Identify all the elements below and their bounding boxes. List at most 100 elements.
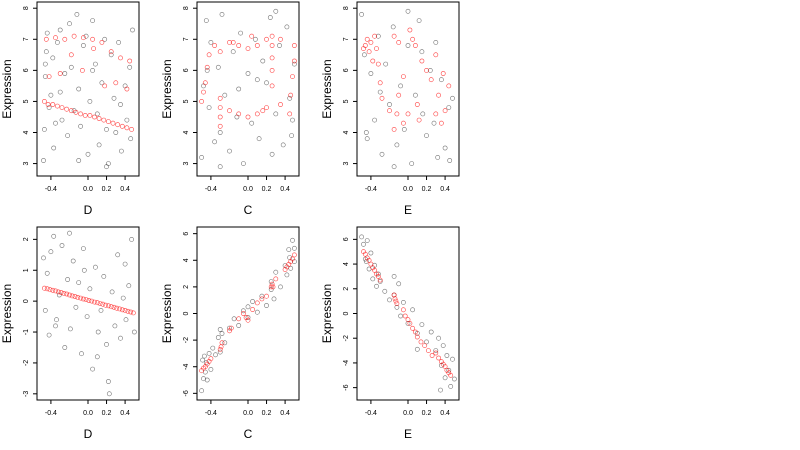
data-point-observed (94, 111, 100, 117)
data-point-observed (217, 349, 223, 355)
data-point-fitted (245, 317, 251, 323)
x-tick-label: 0.2 (262, 186, 272, 193)
data-point-fitted (410, 325, 415, 331)
data-point-observed (106, 379, 111, 384)
data-point-observed (252, 36, 258, 42)
data-point-fitted (89, 298, 95, 304)
data-point-fitted (83, 297, 89, 302)
data-point-observed (236, 86, 242, 92)
data-point-fitted (362, 251, 368, 257)
data-point-observed (68, 64, 74, 70)
data-point-fitted (99, 40, 105, 45)
y-tick-label: 7 (343, 37, 350, 41)
y-tick-label: -2 (343, 335, 350, 341)
data-point-fitted (414, 334, 420, 340)
data-point-fitted (442, 108, 448, 114)
y-tick-label: 6 (343, 237, 350, 241)
data-point-observed (227, 325, 232, 331)
data-point-fitted (370, 58, 376, 64)
data-point-fitted (402, 313, 408, 319)
data-point-fitted (124, 125, 130, 131)
data-point-observed (212, 139, 217, 145)
data-point-observed (450, 95, 455, 101)
data-point-observed (448, 383, 454, 389)
data-point-fitted (96, 116, 102, 121)
x-axis-label: E (404, 427, 412, 441)
data-point-observed (256, 136, 262, 142)
data-point-fitted (78, 295, 83, 301)
data-point-fitted (290, 74, 295, 79)
data-point-fitted (374, 46, 379, 51)
data-point-fitted (230, 40, 236, 45)
data-point-fitted (438, 120, 444, 126)
data-point-observed (419, 49, 425, 55)
data-point-fitted (204, 64, 210, 70)
data-point-observed (206, 105, 212, 110)
data-point-fitted (227, 108, 232, 114)
data-point-observed (124, 117, 130, 123)
data-point-observed (271, 296, 277, 302)
data-point-fitted (86, 298, 92, 303)
data-point-observed (210, 345, 216, 351)
x-tick-label: 0.2 (102, 410, 112, 417)
data-point-fitted (202, 80, 208, 86)
data-point-fitted (81, 296, 86, 302)
series-observed (359, 234, 457, 393)
data-point-fitted (62, 36, 68, 42)
data-point-fitted (46, 74, 52, 79)
data-point-observed (289, 133, 294, 138)
data-point-observed (368, 71, 374, 76)
data-point-observed (245, 304, 251, 310)
data-point-observed (99, 80, 105, 86)
data-point-fitted (43, 36, 49, 42)
data-point-observed (120, 295, 126, 301)
data-point-fitted (59, 105, 65, 110)
data-point-fitted (264, 293, 269, 299)
y-tick-label: 3 (183, 162, 190, 166)
data-point-fitted (217, 49, 223, 55)
data-point-fitted (278, 36, 283, 42)
data-point-observed (291, 61, 297, 67)
data-point-observed (245, 71, 251, 76)
data-point-fitted (429, 353, 435, 358)
data-point-observed (364, 238, 370, 243)
data-point-observed (409, 161, 415, 166)
data-point-fitted (394, 111, 400, 117)
data-point-observed (450, 356, 455, 362)
data-point-fitted (55, 289, 61, 295)
series-observed (41, 11, 135, 170)
data-point-observed (215, 335, 221, 340)
data-point-fitted (240, 311, 246, 316)
data-point-observed (398, 83, 403, 89)
data-point-fitted (366, 49, 372, 55)
data-point-observed (290, 117, 295, 123)
x-tick-label: -0.4 (45, 186, 57, 193)
data-point-observed (70, 258, 76, 264)
data-point-fitted (80, 68, 85, 73)
x-tick-label: 0.4 (440, 410, 450, 417)
data-point-fitted (199, 99, 204, 104)
data-point-observed (44, 30, 50, 36)
data-point-observed (109, 289, 115, 295)
data-point-fitted (64, 106, 70, 112)
data-point-fitted (122, 307, 128, 313)
data-point-observed (264, 303, 269, 308)
x-tick-label: 0.0 (403, 186, 413, 193)
panel-bottom-right: -0.4 0.0 0.2 0.4 -6 -4 -2 0 2 4 6 E Expression (320, 226, 460, 441)
data-point-observed (55, 40, 60, 45)
data-point-fitted (436, 92, 441, 98)
data-point-observed (62, 71, 68, 76)
data-point-fitted (433, 350, 439, 356)
data-point-fitted (375, 61, 381, 67)
data-point-observed (87, 286, 93, 292)
data-point-observed (435, 154, 441, 160)
y-tick-label: 8 (23, 6, 30, 10)
y-tick-label: 6 (183, 68, 190, 72)
data-point-observed (245, 315, 251, 320)
data-point-observed (433, 348, 439, 353)
data-point-observed (95, 329, 101, 335)
data-point-observed (374, 283, 379, 289)
y-tick-label: 5 (343, 99, 350, 103)
data-point-fitted (217, 105, 223, 110)
data-point-fitted (118, 55, 123, 61)
